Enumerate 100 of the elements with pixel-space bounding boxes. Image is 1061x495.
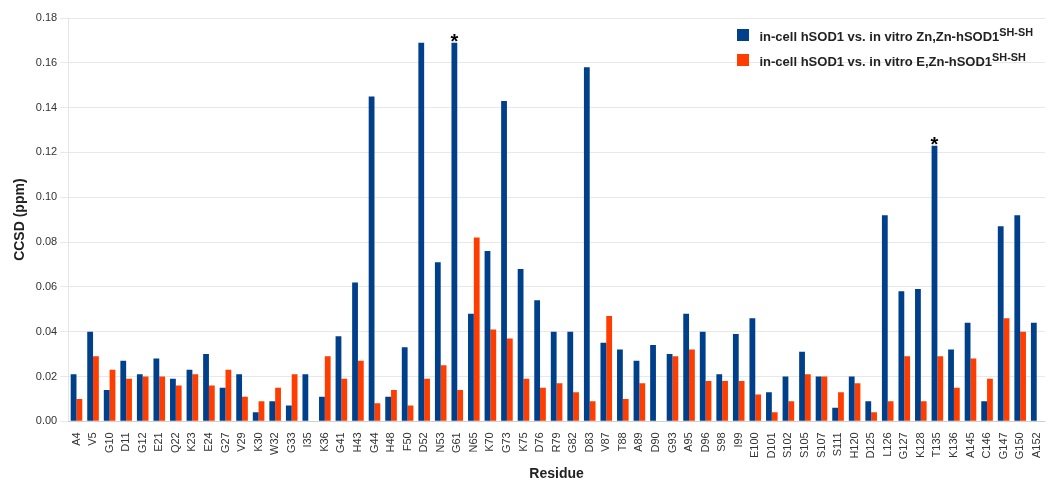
bar (153, 358, 160, 421)
x-tick-label: G127 (897, 432, 910, 460)
bar (203, 354, 209, 421)
bar (953, 387, 960, 421)
y-tick-label: 0.00 (35, 414, 58, 427)
legend-label: in-cell hSOD1 vs. in vitro E,Zn-hSOD1$^{SH-SH}$ (759, 50, 1026, 72)
x-tick-label: D76 (533, 432, 546, 453)
x-tick-label: H120 (847, 432, 860, 459)
bar (401, 347, 408, 421)
bar (716, 374, 723, 421)
bar (871, 412, 877, 421)
x-tick-label: I35 (301, 432, 314, 448)
bar (887, 401, 894, 421)
x-tick-label: G10 (102, 432, 115, 454)
x-tick-label: G82 (566, 432, 579, 454)
bar (832, 407, 839, 421)
x-tick-label: G147 (996, 432, 1009, 460)
y-tick-label: 0.08 (35, 235, 58, 248)
bar (302, 374, 309, 421)
bar (898, 291, 905, 421)
bar (606, 315, 613, 421)
bar (821, 376, 828, 421)
x-tick-label: D52 (417, 432, 430, 453)
bar (385, 396, 392, 421)
bar (732, 333, 739, 421)
bar (804, 374, 811, 421)
bar (589, 401, 596, 421)
bar (424, 378, 430, 421)
bar (192, 374, 199, 421)
x-tick-label: A145 (963, 432, 976, 458)
bar (987, 378, 993, 421)
bar (937, 356, 944, 421)
x-tick-label: D96 (698, 432, 711, 453)
x-tick-label: K136 (946, 432, 959, 458)
bar (275, 387, 281, 421)
y-tick-label: 0.14 (35, 100, 58, 113)
x-tick-label: K75 (516, 432, 529, 452)
x-tick-label: G61 (450, 432, 463, 454)
x-tick-label: G44 (367, 432, 380, 454)
bar (683, 313, 690, 421)
x-tick-label: I99 (731, 432, 744, 448)
bar (981, 401, 988, 421)
x-tick-label: S107 (814, 432, 827, 458)
bar (689, 349, 695, 421)
bar (490, 329, 497, 421)
bar (87, 331, 94, 421)
bar (352, 282, 358, 421)
bar (997, 226, 1004, 421)
bar (617, 349, 623, 421)
bar (600, 342, 607, 421)
x-tick-label: L126 (880, 432, 893, 457)
bar (622, 398, 629, 421)
bar (357, 360, 364, 421)
y-axis-title: CCSD (ppm) (11, 178, 28, 261)
bar (534, 300, 541, 421)
bar (848, 376, 855, 421)
bar (225, 369, 232, 421)
bar (120, 360, 127, 421)
bar (771, 412, 778, 421)
x-tick-label: K70 (483, 432, 496, 452)
bar (324, 356, 331, 421)
y-tick-label: 0.06 (35, 279, 58, 292)
x-tick-label: G93 (665, 432, 678, 454)
x-tick-label: H43 (350, 432, 363, 453)
bar (252, 412, 259, 421)
bar (170, 378, 176, 421)
x-tick-label: K128 (913, 432, 926, 458)
x-tick-label: H48 (384, 432, 397, 453)
x-tick-label: K30 (251, 432, 264, 452)
y-tick-label: 0.16 (35, 55, 58, 68)
bar (838, 392, 844, 421)
bar (970, 358, 977, 421)
x-tick-label: A89 (632, 432, 645, 452)
y-tick-label: 0.02 (35, 369, 58, 382)
bar (766, 392, 772, 421)
x-tick-label: W32 (268, 432, 281, 455)
bar (1014, 215, 1021, 421)
y-tick-label: 0.18 (35, 11, 58, 24)
bar (904, 356, 911, 421)
bar (639, 383, 646, 421)
bar (573, 392, 579, 421)
bar (755, 394, 762, 421)
bar (583, 67, 590, 421)
x-tick-label: G27 (218, 432, 231, 454)
bar (468, 313, 474, 421)
bar (788, 401, 795, 421)
x-tick-label: S98 (715, 432, 728, 452)
bar (291, 374, 298, 421)
x-tick-label: V87 (599, 432, 612, 452)
x-tick-label: R79 (549, 432, 562, 453)
x-tick-label: G73 (499, 432, 512, 454)
bar (434, 262, 441, 421)
bar (501, 100, 507, 421)
x-tick-label: V5 (86, 432, 99, 446)
bar (103, 389, 110, 421)
x-tick-label: N65 (466, 432, 479, 453)
y-tick-label: 0.12 (35, 145, 58, 158)
bar (865, 401, 872, 421)
bar (269, 401, 276, 421)
bar (540, 387, 546, 421)
